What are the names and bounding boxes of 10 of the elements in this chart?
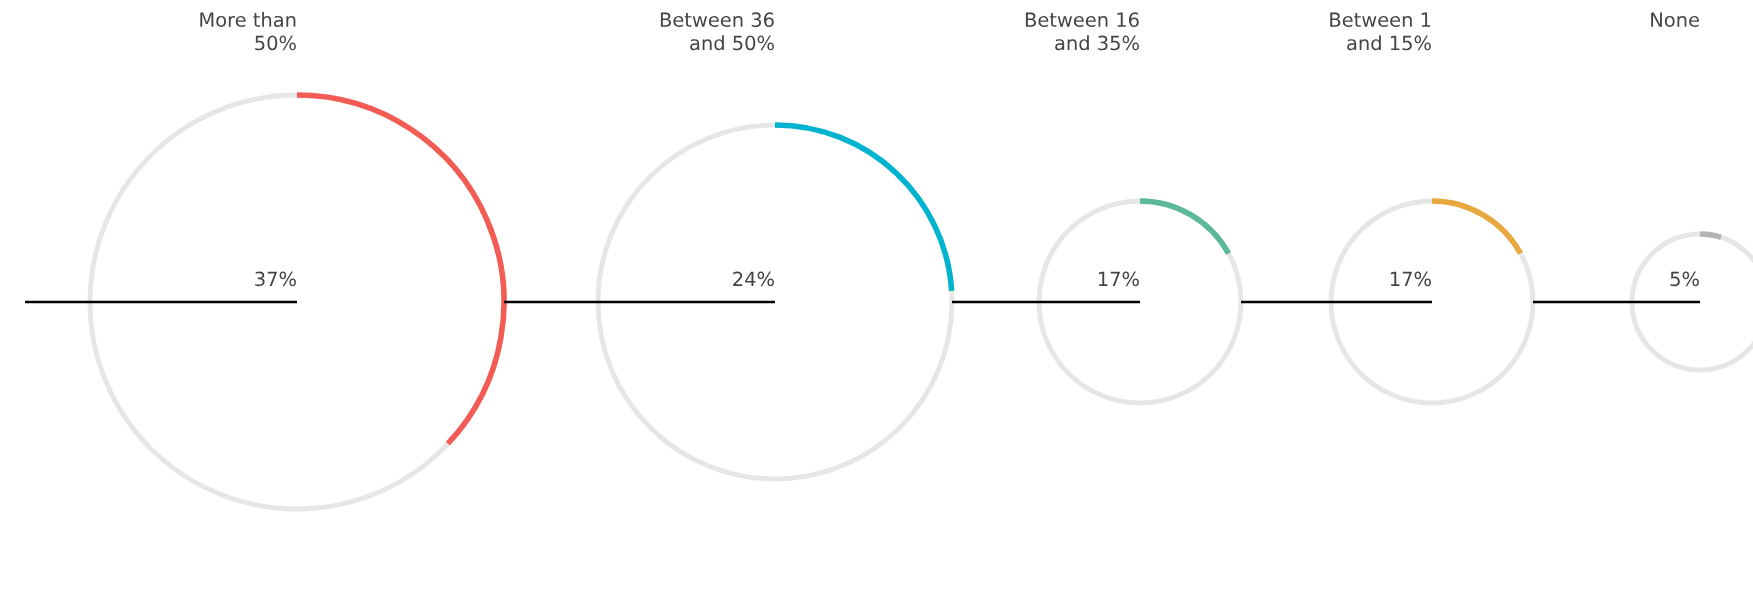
- data-label: 17%: [1098, 271, 1139, 287]
- data-label: 37%: [255, 271, 296, 287]
- data-label: 17%: [1390, 271, 1431, 287]
- category-label: Between 16 and 35%: [1025, 12, 1139, 51]
- category-label: None: [1651, 12, 1699, 28]
- data-label: 5%: [1670, 271, 1699, 287]
- category-label: More than 50%: [200, 12, 296, 51]
- category-label: Between 36 and 50%: [660, 12, 774, 51]
- data-label: 24%: [733, 271, 774, 287]
- category-label: Between 1 and 15%: [1330, 12, 1431, 51]
